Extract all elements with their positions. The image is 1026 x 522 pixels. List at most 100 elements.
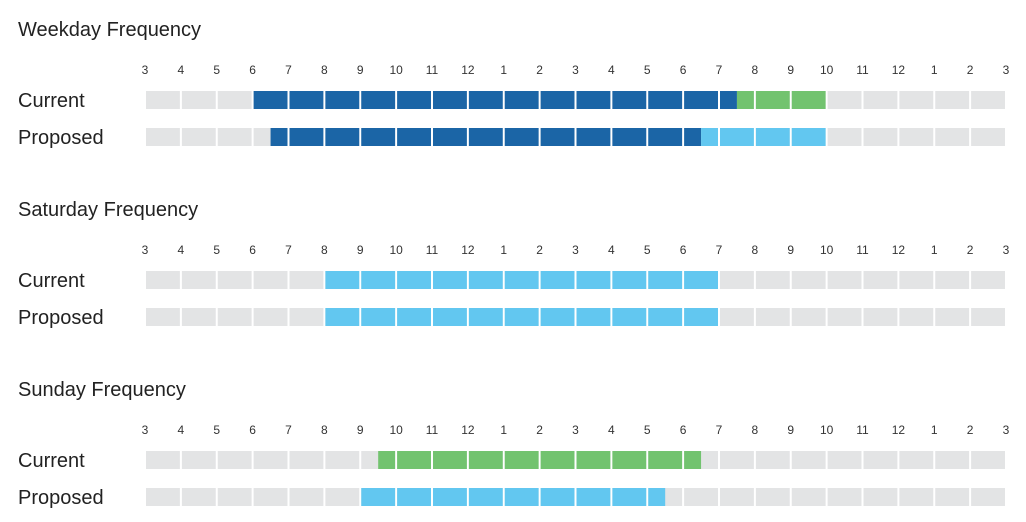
empty-hour-cell [827, 451, 862, 469]
tick-label: 4 [608, 243, 615, 257]
service-segment-dark-blue [540, 128, 575, 146]
empty-hour-cell [146, 91, 180, 109]
service-segment-light-blue [540, 488, 575, 506]
empty-hour-cell [289, 451, 324, 469]
tick-label: 6 [680, 423, 687, 437]
tick-label: 6 [249, 423, 256, 437]
empty-hour-cell [935, 488, 970, 506]
tick-label: 11 [426, 243, 439, 257]
empty-hour-cell [971, 271, 1005, 289]
tick-label: 1 [931, 243, 938, 257]
service-segment-light-blue [701, 128, 718, 146]
tick-label: 3 [1003, 63, 1010, 77]
empty-hour-cell [181, 271, 216, 289]
row-label: Proposed [18, 127, 104, 149]
empty-hour-cell [181, 308, 216, 326]
service-segment-dark-blue [289, 91, 324, 109]
row-label: Current [18, 450, 85, 472]
tick-label: 9 [787, 423, 794, 437]
tick-label: 11 [426, 423, 439, 437]
empty-hour-cell [325, 451, 360, 469]
empty-hour-cell [791, 488, 826, 506]
service-segment-dark-blue [397, 128, 431, 146]
service-segment-light-blue [468, 488, 503, 506]
tick-label: 7 [285, 63, 292, 77]
tick-label: 8 [752, 63, 759, 77]
service-segment-light-blue [612, 308, 647, 326]
empty-hour-cell [755, 271, 790, 289]
empty-hour-cell [217, 308, 252, 326]
service-segment-green [540, 451, 575, 469]
empty-hour-cell [971, 308, 1005, 326]
empty-hour-cell [181, 451, 216, 469]
service-segment-green [504, 451, 539, 469]
empty-hour-cell [791, 451, 826, 469]
service-segment-light-blue [648, 488, 666, 506]
empty-hour-cell [827, 91, 862, 109]
tick-label: 12 [461, 423, 475, 437]
service-segment-light-blue [720, 128, 754, 146]
empty-hour-cell [217, 128, 252, 146]
service-segment-dark-blue [253, 91, 288, 109]
empty-hour-cell [863, 91, 898, 109]
service-segment-green [612, 451, 647, 469]
tick-label: 9 [357, 243, 364, 257]
service-segment-dark-blue [325, 91, 360, 109]
empty-hour-cell [899, 91, 934, 109]
service-segment-dark-blue [289, 128, 324, 146]
service-segment-green [755, 91, 790, 109]
empty-hour-cell [253, 308, 288, 326]
service-segment-dark-blue [720, 91, 737, 109]
tick-label: 12 [892, 243, 906, 257]
service-segment-green [736, 91, 754, 109]
tick-label: 1 [500, 63, 507, 77]
service-segment-green [791, 91, 826, 109]
empty-hour-cell [146, 488, 180, 506]
tick-label: 1 [931, 423, 938, 437]
empty-hour-cell [146, 271, 180, 289]
tick-label: 8 [321, 63, 328, 77]
tick-label: 6 [249, 243, 256, 257]
service-segment-dark-blue [612, 91, 647, 109]
tick-label: 10 [389, 243, 403, 257]
tick-label: 3 [572, 243, 579, 257]
service-segment-light-blue [540, 271, 575, 289]
tick-label: 7 [716, 423, 723, 437]
service-segment-light-blue [433, 271, 467, 289]
tick-label: 2 [967, 63, 974, 77]
tick-label: 6 [680, 63, 687, 77]
empty-hour-cell [971, 488, 1005, 506]
service-segment-dark-blue [684, 128, 702, 146]
empty-hour-cell [146, 128, 180, 146]
empty-hour-cell [217, 488, 252, 506]
empty-hour-cell [146, 451, 180, 469]
tick-label: 2 [536, 63, 543, 77]
empty-hour-cell [720, 271, 754, 289]
service-segment-dark-blue [612, 128, 647, 146]
empty-hour-cell [755, 451, 790, 469]
service-segment-dark-blue [433, 91, 467, 109]
tick-label: 1 [500, 243, 507, 257]
empty-hour-cell [181, 128, 216, 146]
row-label: Current [18, 90, 85, 112]
service-segment-light-blue [576, 308, 611, 326]
service-segment-dark-blue [684, 91, 718, 109]
empty-hour-cell [971, 91, 1005, 109]
service-segment-light-blue [468, 308, 503, 326]
service-segment-light-blue [361, 488, 396, 506]
tick-label: 5 [213, 63, 220, 77]
empty-hour-cell [971, 451, 1005, 469]
service-segment-light-blue [397, 271, 431, 289]
service-segment-light-blue [433, 308, 467, 326]
row-label: Proposed [18, 487, 104, 509]
section-title: Weekday Frequency [18, 19, 201, 41]
tick-label: 1 [931, 63, 938, 77]
tick-label: 8 [321, 423, 328, 437]
tick-label: 8 [752, 423, 759, 437]
empty-hour-cell [217, 451, 252, 469]
tick-label: 4 [178, 63, 185, 77]
